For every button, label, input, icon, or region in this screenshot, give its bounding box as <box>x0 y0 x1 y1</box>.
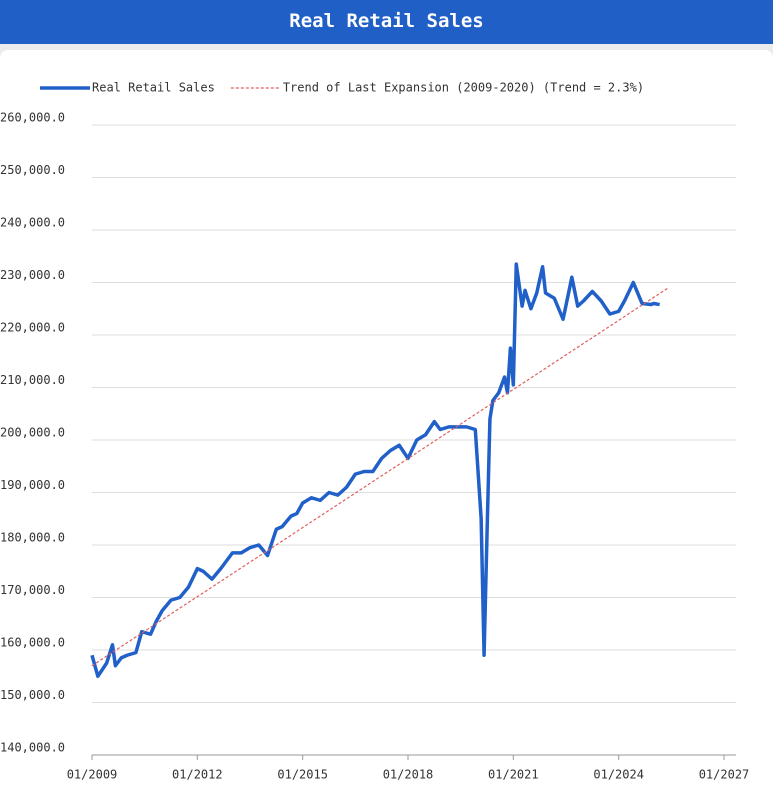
y-tick-label: 230,000.0 <box>0 268 65 282</box>
y-tick-label: 210,000.0 <box>0 373 65 387</box>
x-tick-label: 01/2027 <box>699 768 750 782</box>
title-bar: Real Retail Sales <box>0 0 773 44</box>
legend-label: Trend of Last Expansion (2009-2020) (Tre… <box>283 81 644 95</box>
card <box>0 50 773 786</box>
series-line <box>91 287 669 667</box>
x-tick-label: 01/2015 <box>277 768 328 782</box>
y-tick-label: 170,000.0 <box>0 583 65 597</box>
x-tick-label: 01/2018 <box>383 768 434 782</box>
x-tick-label: 01/2024 <box>593 768 644 782</box>
y-tick-label: 160,000.0 <box>0 636 65 650</box>
x-tick-label: 01/2009 <box>67 768 118 782</box>
legend-label: Real Retail Sales <box>92 81 215 95</box>
y-tick-label: 220,000.0 <box>0 321 65 335</box>
y-tick-label: 180,000.0 <box>0 531 65 545</box>
y-tick-label: 200,000.0 <box>0 426 65 440</box>
x-tick-label: 01/2012 <box>172 768 223 782</box>
y-tick-label: 260,000.0 <box>0 111 65 125</box>
y-tick-label: 250,000.0 <box>0 163 65 177</box>
y-tick-label: 150,000.0 <box>0 688 65 702</box>
y-tick-label: 190,000.0 <box>0 478 65 492</box>
y-tick-label: 240,000.0 <box>0 216 65 230</box>
y-tick-label: 140,000.0 <box>0 741 65 755</box>
series-line <box>90 262 660 678</box>
x-tick-label: 01/2021 <box>488 768 539 782</box>
